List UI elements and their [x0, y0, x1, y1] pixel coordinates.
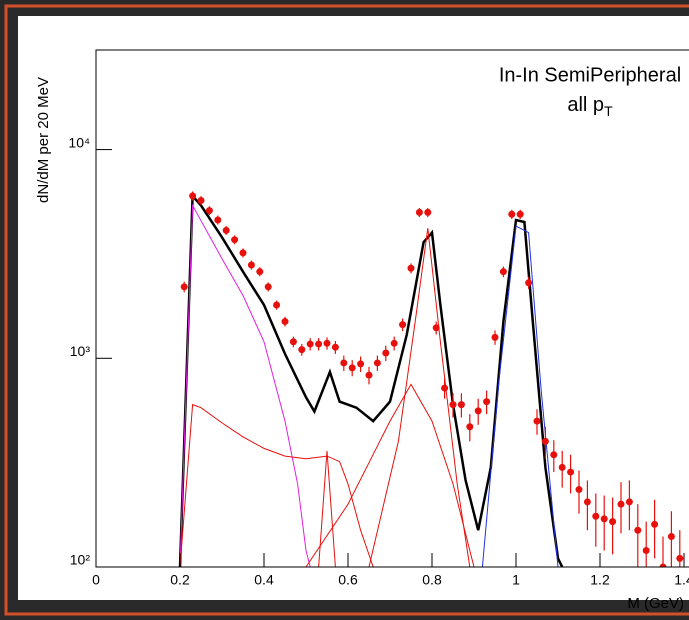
- annotation: all pT: [567, 94, 613, 118]
- data-point: [180, 283, 188, 291]
- curve: [368, 228, 471, 567]
- y-tick-label: 10²: [70, 552, 91, 568]
- data-point: [382, 349, 390, 357]
- data-point: [441, 384, 449, 392]
- data-point: [214, 216, 222, 224]
- y-tick-label: 10⁴: [68, 134, 90, 150]
- x-tick-label: 0.8: [422, 572, 442, 588]
- x-tick-label: 1: [512, 572, 520, 588]
- x-tick-label: 0.4: [254, 572, 274, 588]
- data-point: [533, 417, 541, 425]
- data-point: [516, 210, 524, 218]
- data-point: [399, 321, 407, 329]
- data-point: [508, 210, 516, 218]
- data-point: [617, 500, 625, 508]
- data-point: [609, 518, 617, 526]
- data-point: [449, 401, 457, 409]
- data-point: [315, 340, 323, 348]
- data-point: [264, 283, 272, 291]
- data-point: [457, 401, 465, 409]
- curve: [179, 403, 374, 567]
- x-tick-label: 0: [92, 572, 100, 588]
- data-point: [306, 340, 314, 348]
- x-axis-label: M (GeV): [627, 595, 684, 612]
- data-point: [667, 533, 675, 541]
- data-point: [642, 546, 650, 554]
- curve: [481, 225, 559, 567]
- curve: [305, 383, 475, 567]
- data-point: [634, 526, 642, 534]
- data-point: [659, 563, 667, 567]
- data-point: [298, 346, 306, 354]
- data-point: [499, 268, 507, 276]
- axes-frame: [95, 49, 689, 568]
- data-point: [415, 208, 423, 216]
- data-point: [247, 261, 255, 269]
- data-point: [197, 197, 205, 205]
- data-point: [651, 520, 659, 528]
- data-point: [205, 207, 213, 215]
- data-point: [323, 339, 331, 347]
- data-point: [239, 249, 247, 257]
- frame-border: [4, 4, 689, 616]
- data-point: [483, 398, 491, 406]
- data-point: [558, 463, 566, 471]
- curve: [179, 203, 311, 567]
- data-point: [222, 226, 230, 234]
- data-point: [491, 333, 499, 341]
- data-point: [600, 515, 608, 523]
- annotation: In-In SemiPeripheral: [499, 64, 681, 86]
- curve: [318, 450, 336, 567]
- x-tick-label: 1.2: [590, 572, 610, 588]
- data-point: [390, 339, 398, 347]
- data-point: [550, 451, 558, 459]
- data-point: [541, 437, 549, 445]
- data-point: [357, 360, 365, 368]
- data-point: [340, 359, 348, 367]
- data-point: [625, 498, 633, 506]
- x-tick-label: 1.4: [674, 572, 689, 588]
- data-point: [348, 364, 356, 372]
- data-point: [373, 359, 381, 367]
- data-point: [281, 318, 289, 326]
- data-point: [231, 236, 239, 244]
- data-point: [273, 301, 281, 309]
- data-point: [525, 279, 533, 287]
- data-point: [474, 407, 482, 415]
- annotation-main: all p: [567, 94, 604, 116]
- data-point: [256, 268, 264, 276]
- data-point: [424, 208, 432, 216]
- data-point: [466, 423, 474, 431]
- y-axis-label: dN/dM per 20 MeV: [35, 77, 52, 203]
- x-tick-label: 0.6: [338, 572, 358, 588]
- data-point: [592, 512, 600, 520]
- data-point: [407, 264, 415, 272]
- plot-area: [178, 191, 684, 567]
- curve: [178, 192, 564, 567]
- y-tick-label: 10³: [70, 343, 91, 359]
- data-point: [676, 554, 684, 562]
- data-point: [365, 371, 373, 379]
- data-point: [189, 192, 197, 200]
- data-point: [432, 324, 440, 332]
- data-point: [331, 343, 339, 351]
- data-point: [583, 498, 591, 506]
- x-tick-label: 0.2: [170, 572, 190, 588]
- annotation-sub: T: [604, 103, 613, 119]
- data-point: [575, 486, 583, 494]
- data-point: [289, 338, 297, 346]
- data-point: [567, 468, 575, 476]
